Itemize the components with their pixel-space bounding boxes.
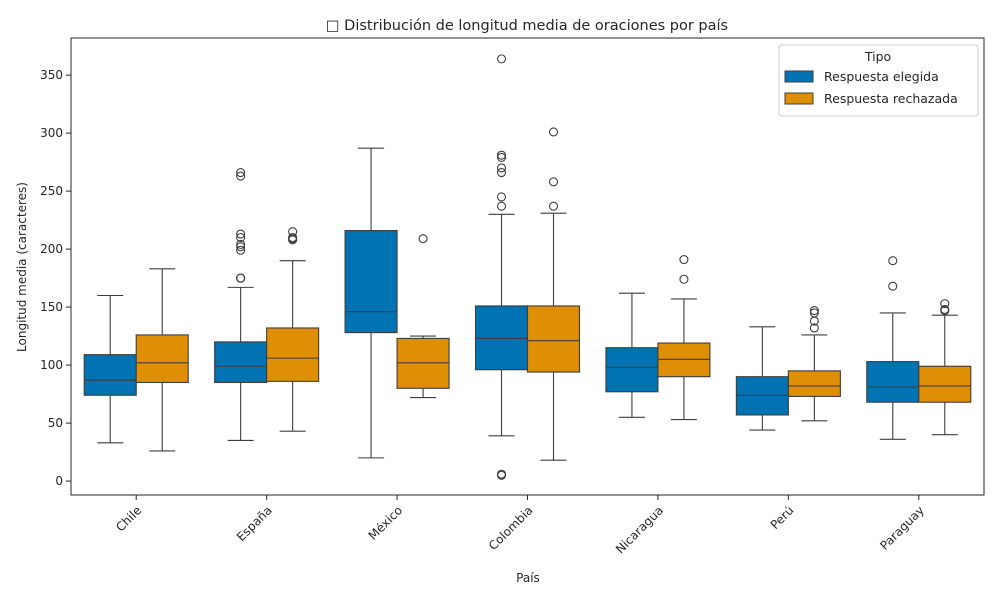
iqr-box (396, 337, 450, 389)
legend-swatch-rechazada (784, 92, 814, 105)
outlier-point (548, 177, 559, 187)
iqr-box (866, 361, 920, 403)
iqr-box (474, 305, 529, 371)
iqr-box (605, 347, 659, 393)
outlier-point (548, 201, 559, 211)
outlier-point (888, 256, 898, 266)
legend-label-rechazada: Respuesta rechazada (824, 91, 958, 106)
y-tick-label: 0 (55, 474, 63, 488)
legend-swatch-elegida (784, 70, 814, 83)
x-tick-label: México (366, 503, 406, 543)
y-axis: 0 50 100 150 200 250 300 350 (40, 68, 71, 488)
iqr-box (266, 327, 320, 382)
outlier-point (496, 54, 507, 64)
x-tick-label: España (234, 503, 275, 544)
x-axis: Chile España México Colombia Nicaragua Perú Pa… (113, 495, 927, 556)
chart-title: □ Distribución de longitud media de orac… (326, 18, 728, 34)
box-chile-rechazada (135, 268, 189, 452)
box-nicaragua-elegida (605, 292, 659, 418)
outlier-point (236, 229, 246, 239)
box-colombia-rechazada (526, 127, 581, 461)
outlier-point (288, 232, 298, 243)
outlier-point (236, 232, 246, 243)
y-tick-label: 350 (40, 68, 63, 82)
plot-area (83, 54, 972, 480)
legend: Tipo Respuesta elegida Respuesta rechaza… (778, 44, 979, 117)
outlier-point (940, 299, 950, 309)
iqr-box (344, 229, 398, 334)
outlier-point (940, 304, 950, 314)
outlier-point (496, 163, 507, 173)
box-perú-rechazada (787, 306, 841, 422)
outlier-point (288, 227, 298, 237)
y-axis-label: Longitud media (caracteres) (15, 182, 29, 352)
outlier-point (236, 167, 246, 178)
iqr-box (657, 342, 711, 378)
box-colombia-elegida (474, 54, 529, 480)
outlier-point (809, 306, 819, 316)
y-tick-label: 200 (40, 242, 63, 256)
outlier-point (236, 273, 246, 283)
box-españa-elegida (214, 167, 268, 442)
y-tick-label: 100 (40, 358, 63, 372)
legend-box (778, 44, 979, 117)
x-tick-label: Nicaragua (613, 503, 666, 556)
x-tick-label: Colombia (486, 503, 536, 553)
iqr-box (787, 370, 841, 397)
outlier-point (548, 127, 559, 137)
outlier-point (679, 274, 689, 284)
iqr-box (735, 376, 789, 416)
outlier-point (496, 201, 507, 211)
outlier-point (236, 239, 246, 250)
box-méxico-elegida (344, 147, 398, 459)
outlier-point (679, 254, 689, 265)
iqr-box (918, 365, 972, 403)
box-chile-elegida (83, 294, 137, 444)
outlier-point (888, 281, 898, 291)
iqr-box (135, 334, 189, 384)
box-perú-elegida (735, 326, 789, 431)
iqr-box (83, 354, 137, 396)
outlier-point (236, 242, 246, 252)
outlier-point (496, 150, 507, 160)
x-axis-label: País (516, 571, 540, 585)
outlier-point (809, 308, 819, 318)
legend-title: Tipo (864, 49, 891, 64)
box-paraguay-rechazada (918, 299, 972, 436)
y-tick-label: 300 (40, 126, 63, 140)
outlier-point (236, 245, 246, 255)
outlier-point (236, 171, 246, 181)
box-españa-rechazada (266, 227, 320, 432)
x-tick-label: Perú (768, 503, 797, 532)
y-tick-label: 250 (40, 184, 63, 198)
y-tick-label: 150 (40, 300, 63, 314)
iqr-box (526, 305, 581, 373)
outlier-point (496, 167, 507, 178)
box-méxico-rechazada (396, 234, 450, 399)
x-tick-label: Paraguay (877, 503, 927, 553)
outlier-point (496, 469, 507, 479)
outlier-point (809, 323, 819, 333)
outlier-point (496, 192, 507, 202)
outlier-point (496, 152, 507, 163)
iqr-box (214, 341, 268, 384)
box-paraguay-elegida (866, 256, 920, 440)
y-tick-label: 50 (48, 416, 63, 430)
outlier-point (418, 234, 428, 244)
box-nicaragua-rechazada (657, 254, 711, 421)
legend-label-elegida: Respuesta elegida (824, 69, 939, 84)
x-tick-label: Chile (113, 503, 144, 534)
